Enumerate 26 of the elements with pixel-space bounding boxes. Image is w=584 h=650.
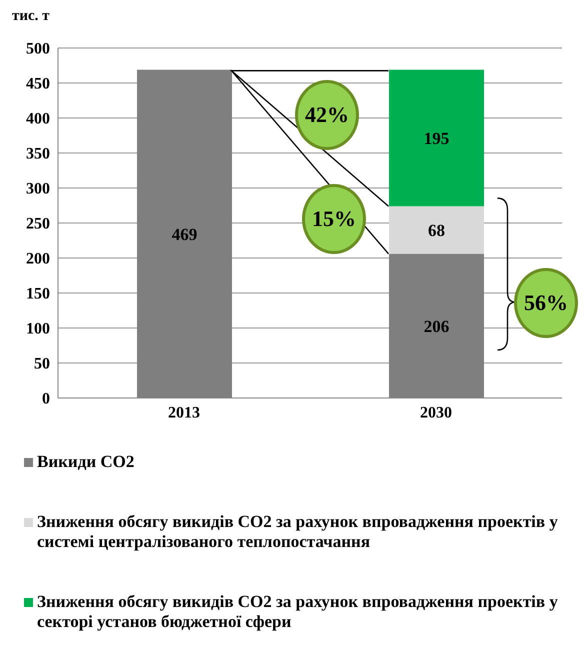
y-tick-label: 400	[26, 110, 50, 128]
annotation: 56%	[524, 290, 568, 316]
y-tick-label: 450	[26, 76, 50, 93]
data-label: 206	[424, 316, 450, 336]
bar	[389, 70, 484, 206]
y-tick-label: 500	[26, 40, 50, 58]
legend-label: Зниження обсягу викидів CO2 за рахунок впровадження проектів у секторі установ бюджетної сфери	[37, 592, 559, 632]
y-tick-label: 350	[26, 146, 50, 163]
bar	[389, 206, 484, 254]
data-label: 68	[428, 221, 445, 240]
data-label: 195	[424, 128, 450, 148]
y-tick-label: 150	[26, 286, 50, 303]
y-tick-label: 100	[26, 320, 50, 338]
y-tick-label: 0	[42, 390, 50, 408]
y-tick-label: 200	[26, 250, 50, 268]
y-tick-label: 300	[26, 180, 50, 198]
x-tick-label: 2013	[168, 404, 200, 422]
y-tick-label: 50	[34, 356, 50, 373]
legend-label: Викиди CO2	[37, 452, 134, 472]
data-label: 469	[172, 224, 198, 244]
annotation: 15%	[312, 206, 356, 232]
legend-label: Зниження обсягу викидів CO2 за рахунок впровадження проектів у системі централізованого теплопостачання	[37, 512, 559, 552]
x-tick-label: 2030	[420, 404, 452, 422]
annotation: 42%	[305, 102, 349, 128]
y-tick-label: 250	[26, 216, 50, 233]
y-axis-title: тис. т	[12, 8, 50, 25]
